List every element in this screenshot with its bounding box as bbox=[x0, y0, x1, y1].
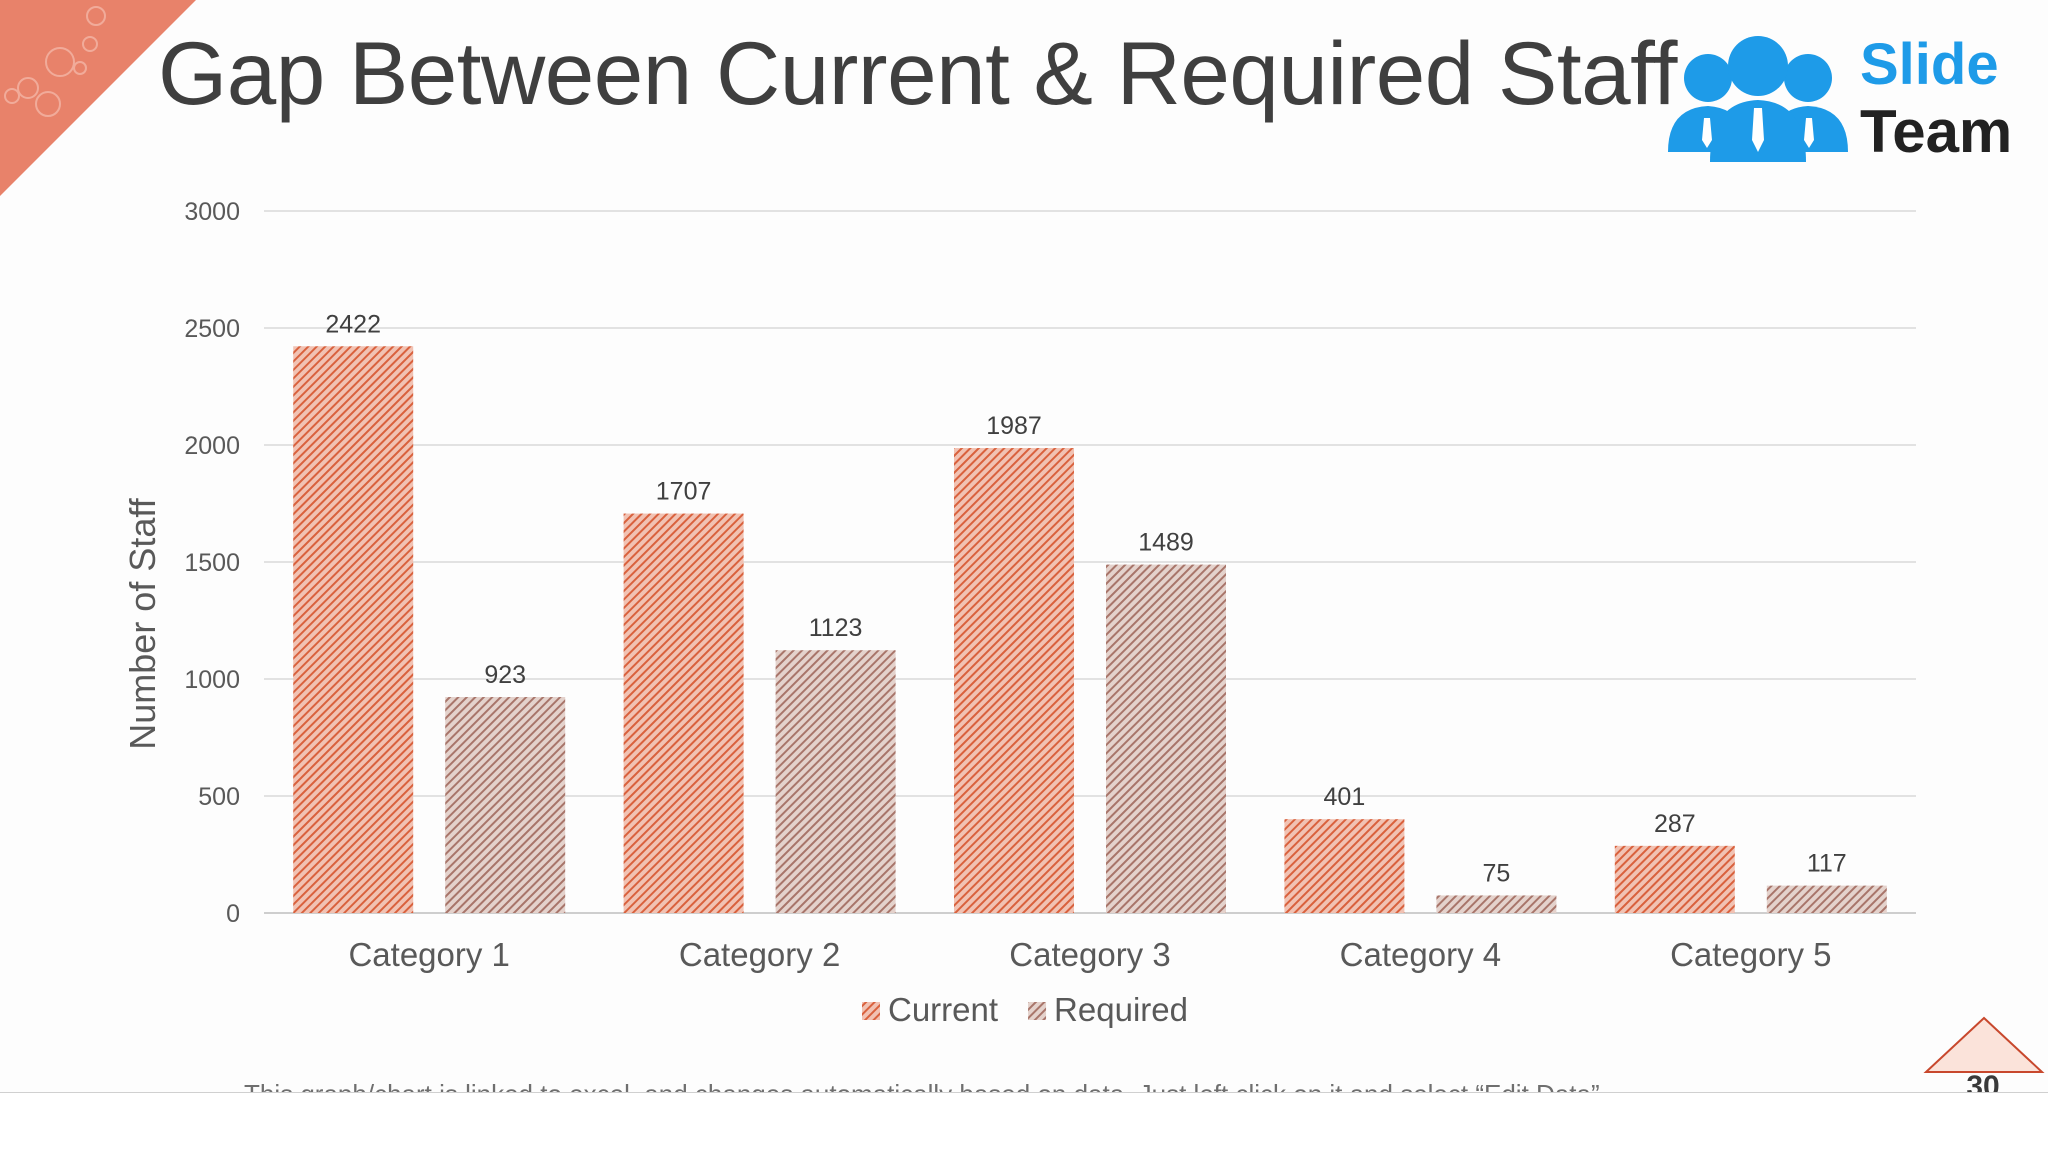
y-tick-label: 2500 bbox=[184, 315, 240, 343]
bar-required-category-5 bbox=[1766, 885, 1887, 913]
y-axis-ticks: 0 500 1000 1500 2000 2500 3000 bbox=[184, 198, 240, 928]
x-tick-label: Category 5 bbox=[1670, 936, 1831, 973]
y-tick-label: 500 bbox=[198, 783, 240, 811]
x-tick-label: Category 2 bbox=[679, 936, 840, 973]
x-tick-label: Category 4 bbox=[1340, 936, 1501, 973]
logo-line2: Team bbox=[1860, 98, 2012, 165]
legend-label-current: Current bbox=[888, 991, 998, 1028]
bar-required-category-1 bbox=[445, 697, 566, 913]
x-axis-ticks: Category 1 Category 2 Category 3 Category 4… bbox=[348, 936, 1831, 973]
data-label: 1489 bbox=[1138, 529, 1194, 557]
team-people-icon bbox=[1668, 36, 1848, 162]
legend-swatch-required bbox=[1028, 1002, 1047, 1020]
data-label: 117 bbox=[1807, 850, 1847, 878]
bottom-bar bbox=[0, 1092, 2048, 1153]
page-number: 30 bbox=[1966, 1070, 2000, 1092]
data-label: 2422 bbox=[325, 310, 381, 338]
slideteam-logo: Slide Team bbox=[1668, 32, 2012, 165]
data-label: 1987 bbox=[986, 412, 1042, 440]
y-tick-label: 3000 bbox=[184, 198, 240, 226]
bars bbox=[293, 346, 1887, 913]
y-tick-label: 1000 bbox=[184, 666, 240, 694]
bar-current-category-5 bbox=[1614, 845, 1735, 913]
page-badge bbox=[1923, 1016, 2045, 1073]
data-label: 923 bbox=[484, 661, 526, 689]
y-tick-label: 0 bbox=[226, 900, 240, 928]
data-label: 401 bbox=[1324, 783, 1366, 811]
y-tick-label: 2000 bbox=[184, 432, 240, 460]
data-label: 1707 bbox=[656, 478, 712, 506]
bar-required-category-2 bbox=[775, 650, 896, 913]
y-tick-label: 1500 bbox=[184, 549, 240, 577]
footnote: This graph/chart is linked to excel, and… bbox=[244, 1074, 1607, 1092]
y-axis-label: Number of Staff bbox=[122, 497, 163, 749]
bar-required-category-4 bbox=[1436, 895, 1557, 913]
page-title: Gap Between Current & Required Staff bbox=[158, 23, 1677, 123]
data-label: 75 bbox=[1482, 859, 1510, 887]
x-tick-label: Category 3 bbox=[1009, 936, 1170, 973]
x-tick-label: Category 1 bbox=[348, 936, 509, 973]
legend-swatch-current bbox=[862, 1002, 880, 1020]
bar-current-category-4 bbox=[1284, 819, 1405, 913]
corner-decoration bbox=[0, 0, 196, 196]
bar-current-category-2 bbox=[623, 513, 744, 913]
legend: Current Required bbox=[862, 991, 1188, 1028]
bar-current-category-1 bbox=[293, 346, 414, 913]
data-label: 287 bbox=[1654, 810, 1696, 838]
logo-line1: Slide bbox=[1860, 32, 1999, 97]
bar-current-category-3 bbox=[954, 448, 1074, 913]
data-label: 1123 bbox=[809, 614, 863, 642]
legend-label-required: Required bbox=[1054, 991, 1188, 1028]
data-labels: 2422 923 1707 1123 1987 1489 401 75 287 117 bbox=[325, 310, 1846, 887]
bar-required-category-3 bbox=[1106, 564, 1226, 913]
